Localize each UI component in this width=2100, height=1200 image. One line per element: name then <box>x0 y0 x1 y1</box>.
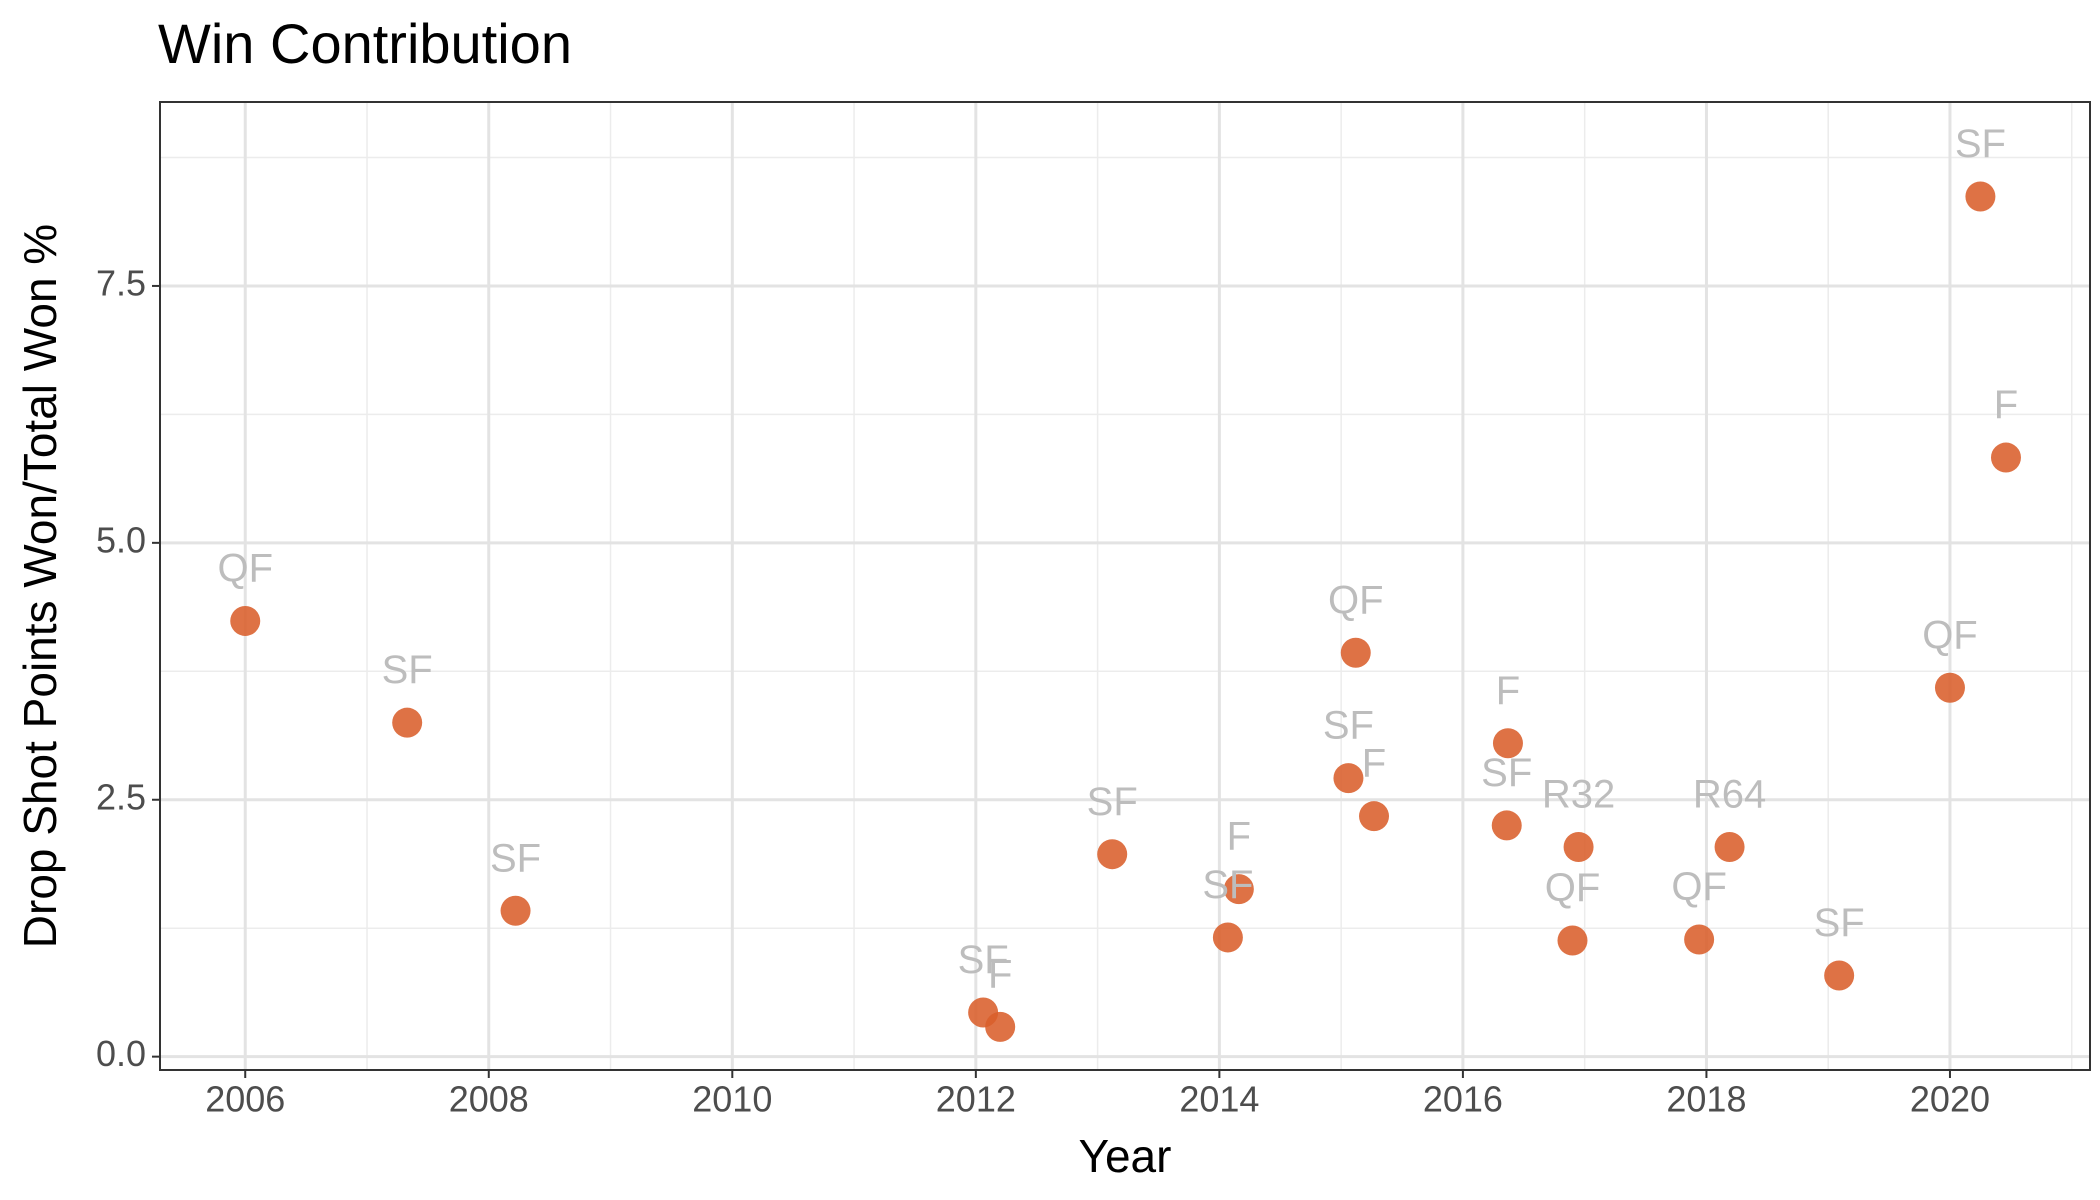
point <box>1212 922 1243 953</box>
y-tick-label: 2.5 <box>96 776 146 817</box>
point <box>1990 442 2021 473</box>
point <box>1340 637 1371 668</box>
point <box>1824 960 1855 991</box>
point <box>1557 925 1588 956</box>
point-label: SF <box>1955 122 2006 166</box>
point <box>1965 181 1996 212</box>
point-label: SF <box>1481 751 1532 795</box>
point-label: F <box>1362 742 1386 786</box>
point-label: QF <box>1545 866 1601 910</box>
x-tick-label: 2018 <box>1666 1079 1746 1120</box>
point-label: SF <box>958 938 1009 982</box>
point-label: QF <box>1922 613 1978 657</box>
point-label: QF <box>1671 865 1727 909</box>
point <box>1563 832 1594 863</box>
point-label: R32 <box>1542 773 1615 817</box>
x-tick-label: 2014 <box>1179 1079 1259 1120</box>
point-label: SF <box>1814 901 1865 945</box>
chart-title: Win Contribution <box>158 12 572 75</box>
point-label: SF <box>1087 780 1138 824</box>
point <box>500 895 531 926</box>
point-label: SF <box>382 648 433 692</box>
point <box>1684 924 1715 955</box>
plot-border <box>159 101 2091 1071</box>
x-tick-label: 2012 <box>936 1079 1016 1120</box>
x-tick-label: 2008 <box>449 1079 529 1120</box>
x-tick-label: 2006 <box>205 1079 285 1120</box>
point-label: QF <box>217 547 273 591</box>
point <box>1223 874 1254 905</box>
point-label: F <box>1496 669 1520 713</box>
point-label: SF <box>1323 704 1374 748</box>
point <box>1359 801 1390 832</box>
y-axis-title: Drop Shot Points Won/Total Won % <box>14 224 66 948</box>
point-label: F <box>1994 383 2018 427</box>
point <box>1491 810 1522 841</box>
point <box>985 1011 1016 1042</box>
point <box>1333 763 1364 794</box>
y-tick-label: 5.0 <box>96 519 146 560</box>
point <box>1934 672 1965 703</box>
point <box>1097 839 1128 870</box>
point-label: F <box>988 952 1012 996</box>
x-axis-title: Year <box>1079 1130 1172 1182</box>
y-tick-label: 0.0 <box>96 1033 146 1074</box>
x-tick-label: 2010 <box>692 1079 772 1120</box>
point <box>1492 728 1523 759</box>
point-label: R64 <box>1693 773 1766 817</box>
point <box>1714 832 1745 863</box>
x-tick-label: 2016 <box>1423 1079 1503 1120</box>
point <box>392 707 423 738</box>
point-label: SF <box>490 836 541 880</box>
x-tick-label: 2020 <box>1910 1079 1990 1120</box>
y-tick-label: 7.5 <box>96 262 146 303</box>
point <box>230 605 261 636</box>
point-label: F <box>1227 815 1251 859</box>
point-label: QF <box>1328 578 1384 622</box>
point-label: SF <box>1202 863 1253 907</box>
